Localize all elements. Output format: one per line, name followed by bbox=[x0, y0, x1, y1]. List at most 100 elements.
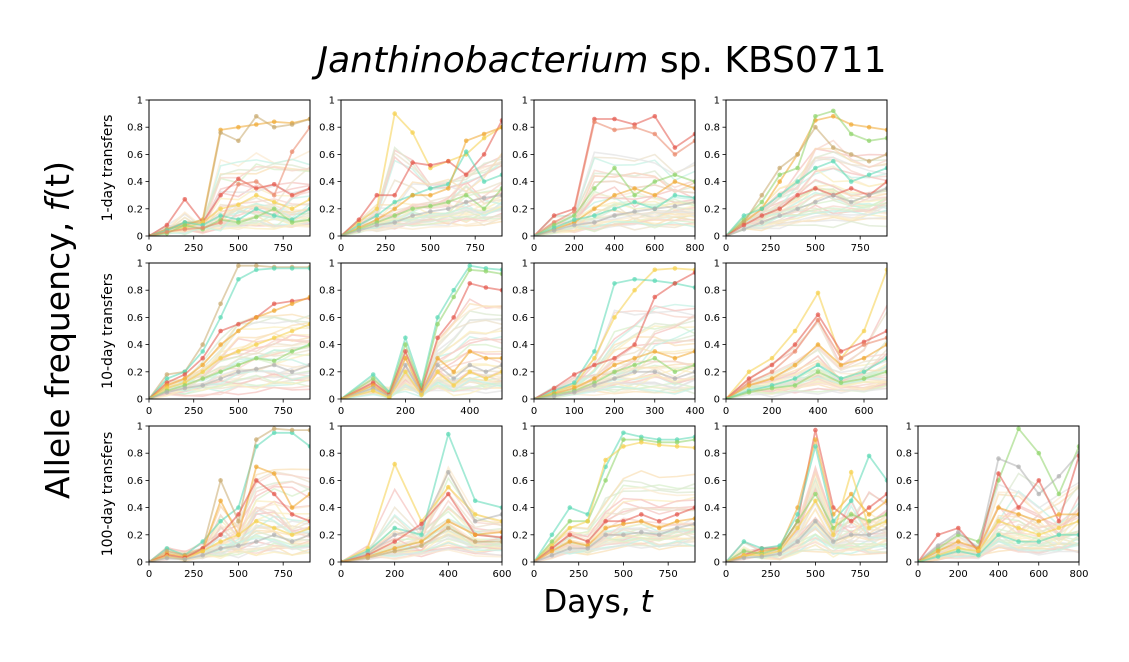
subplot-2-2: 0 0.2 0.4 0.6 0.8 1 0 250 500 750 bbox=[512, 422, 696, 580]
trajectory-line bbox=[149, 206, 310, 236]
series-line bbox=[149, 479, 310, 562]
data-point bbox=[271, 308, 277, 313]
data-point bbox=[652, 206, 658, 212]
row-label-1-day: 1-day transfers bbox=[100, 115, 116, 222]
data-point bbox=[672, 376, 678, 381]
series-group bbox=[534, 266, 695, 399]
series-line bbox=[534, 438, 695, 562]
trajectory-line bbox=[534, 212, 695, 236]
data-point bbox=[1016, 539, 1021, 544]
data-point bbox=[392, 213, 398, 218]
data-point bbox=[815, 317, 821, 323]
data-point bbox=[271, 124, 277, 130]
data-point bbox=[956, 548, 961, 554]
data-point bbox=[848, 131, 854, 137]
data-point bbox=[831, 539, 836, 544]
data-point bbox=[451, 287, 457, 293]
data-point bbox=[549, 532, 555, 538]
trajectory-line bbox=[149, 352, 310, 399]
x-tick-label: 600 bbox=[645, 243, 664, 254]
background-trajectories bbox=[149, 468, 310, 562]
data-point bbox=[218, 539, 223, 544]
data-point bbox=[612, 281, 617, 286]
data-point bbox=[674, 440, 680, 445]
data-point bbox=[866, 124, 872, 130]
data-point bbox=[866, 525, 872, 531]
y-axis-label-text: Allele frequency, bbox=[38, 211, 77, 499]
y-tick-label: 1 bbox=[714, 422, 720, 433]
data-point bbox=[672, 266, 678, 271]
trajectory-line bbox=[726, 487, 887, 562]
data-point bbox=[467, 281, 473, 286]
y-tick-label: 0 bbox=[137, 395, 143, 406]
data-point bbox=[572, 213, 577, 218]
subplot-1-1: 0 0.2 0.4 0.6 0.8 1 0 200 400 bbox=[319, 259, 503, 417]
data-point bbox=[572, 217, 577, 222]
trajectory-line bbox=[149, 372, 310, 399]
data-point bbox=[271, 182, 277, 187]
data-point bbox=[884, 525, 887, 531]
data-point bbox=[446, 158, 451, 164]
data-point bbox=[795, 512, 800, 517]
data-point bbox=[592, 206, 597, 212]
series-line bbox=[149, 296, 310, 399]
trajectory-line bbox=[534, 542, 695, 562]
y-tick-label: 0 bbox=[714, 558, 720, 569]
series-line bbox=[149, 427, 310, 562]
subplot-2-3: 0 0.2 0.4 0.6 0.8 1 0 250 500 750 bbox=[704, 422, 888, 580]
series-group bbox=[341, 263, 502, 399]
data-point bbox=[848, 152, 854, 157]
data-point bbox=[612, 369, 617, 375]
data-point bbox=[236, 220, 241, 225]
data-point bbox=[769, 385, 775, 391]
data-point bbox=[271, 266, 277, 271]
data-point bbox=[632, 342, 637, 347]
data-point bbox=[446, 206, 451, 212]
data-point bbox=[499, 118, 502, 123]
x-tick-label: 0 bbox=[915, 569, 921, 580]
y-tick-label: 0.8 bbox=[704, 286, 720, 297]
y-tick-label: 0 bbox=[714, 232, 720, 243]
data-point bbox=[612, 376, 617, 381]
series-line bbox=[726, 318, 887, 399]
data-point bbox=[549, 548, 555, 554]
data-point bbox=[428, 203, 433, 209]
x-tick-label: 250 bbox=[184, 243, 203, 254]
data-point bbox=[253, 263, 259, 269]
data-point bbox=[1076, 444, 1079, 449]
data-point bbox=[976, 548, 981, 554]
x-tick-label: 0 bbox=[723, 569, 729, 580]
data-point bbox=[759, 206, 765, 212]
data-point bbox=[236, 518, 241, 524]
data-point bbox=[692, 186, 695, 191]
y-tick-label: 0 bbox=[522, 558, 528, 569]
trajectory-line bbox=[726, 387, 887, 399]
series-line bbox=[341, 187, 502, 236]
trajectory-line bbox=[341, 151, 502, 236]
trajectory-line bbox=[534, 470, 695, 562]
data-point bbox=[884, 355, 887, 361]
data-point bbox=[1036, 478, 1042, 483]
trajectory-line bbox=[726, 201, 887, 236]
x-tick-label: 200 bbox=[762, 406, 781, 417]
y-tick-label: 0.6 bbox=[127, 150, 143, 161]
data-point bbox=[795, 539, 800, 544]
data-point bbox=[463, 199, 469, 205]
data-point bbox=[307, 266, 310, 271]
data-point bbox=[884, 491, 887, 497]
data-point bbox=[392, 206, 398, 212]
series-line bbox=[726, 370, 887, 399]
data-point bbox=[795, 192, 800, 198]
data-point bbox=[692, 270, 695, 275]
x-tick-label: 200 bbox=[605, 406, 624, 417]
data-point bbox=[861, 369, 867, 375]
data-point bbox=[446, 199, 451, 205]
data-point bbox=[410, 130, 415, 135]
title-italic: Janthinobacterium bbox=[311, 40, 648, 81]
data-point bbox=[403, 369, 408, 375]
series-line bbox=[149, 343, 310, 399]
y-tick-label: 0.2 bbox=[512, 204, 528, 215]
trajectory-line bbox=[918, 542, 1079, 562]
data-point bbox=[795, 152, 800, 157]
data-point bbox=[218, 192, 223, 198]
